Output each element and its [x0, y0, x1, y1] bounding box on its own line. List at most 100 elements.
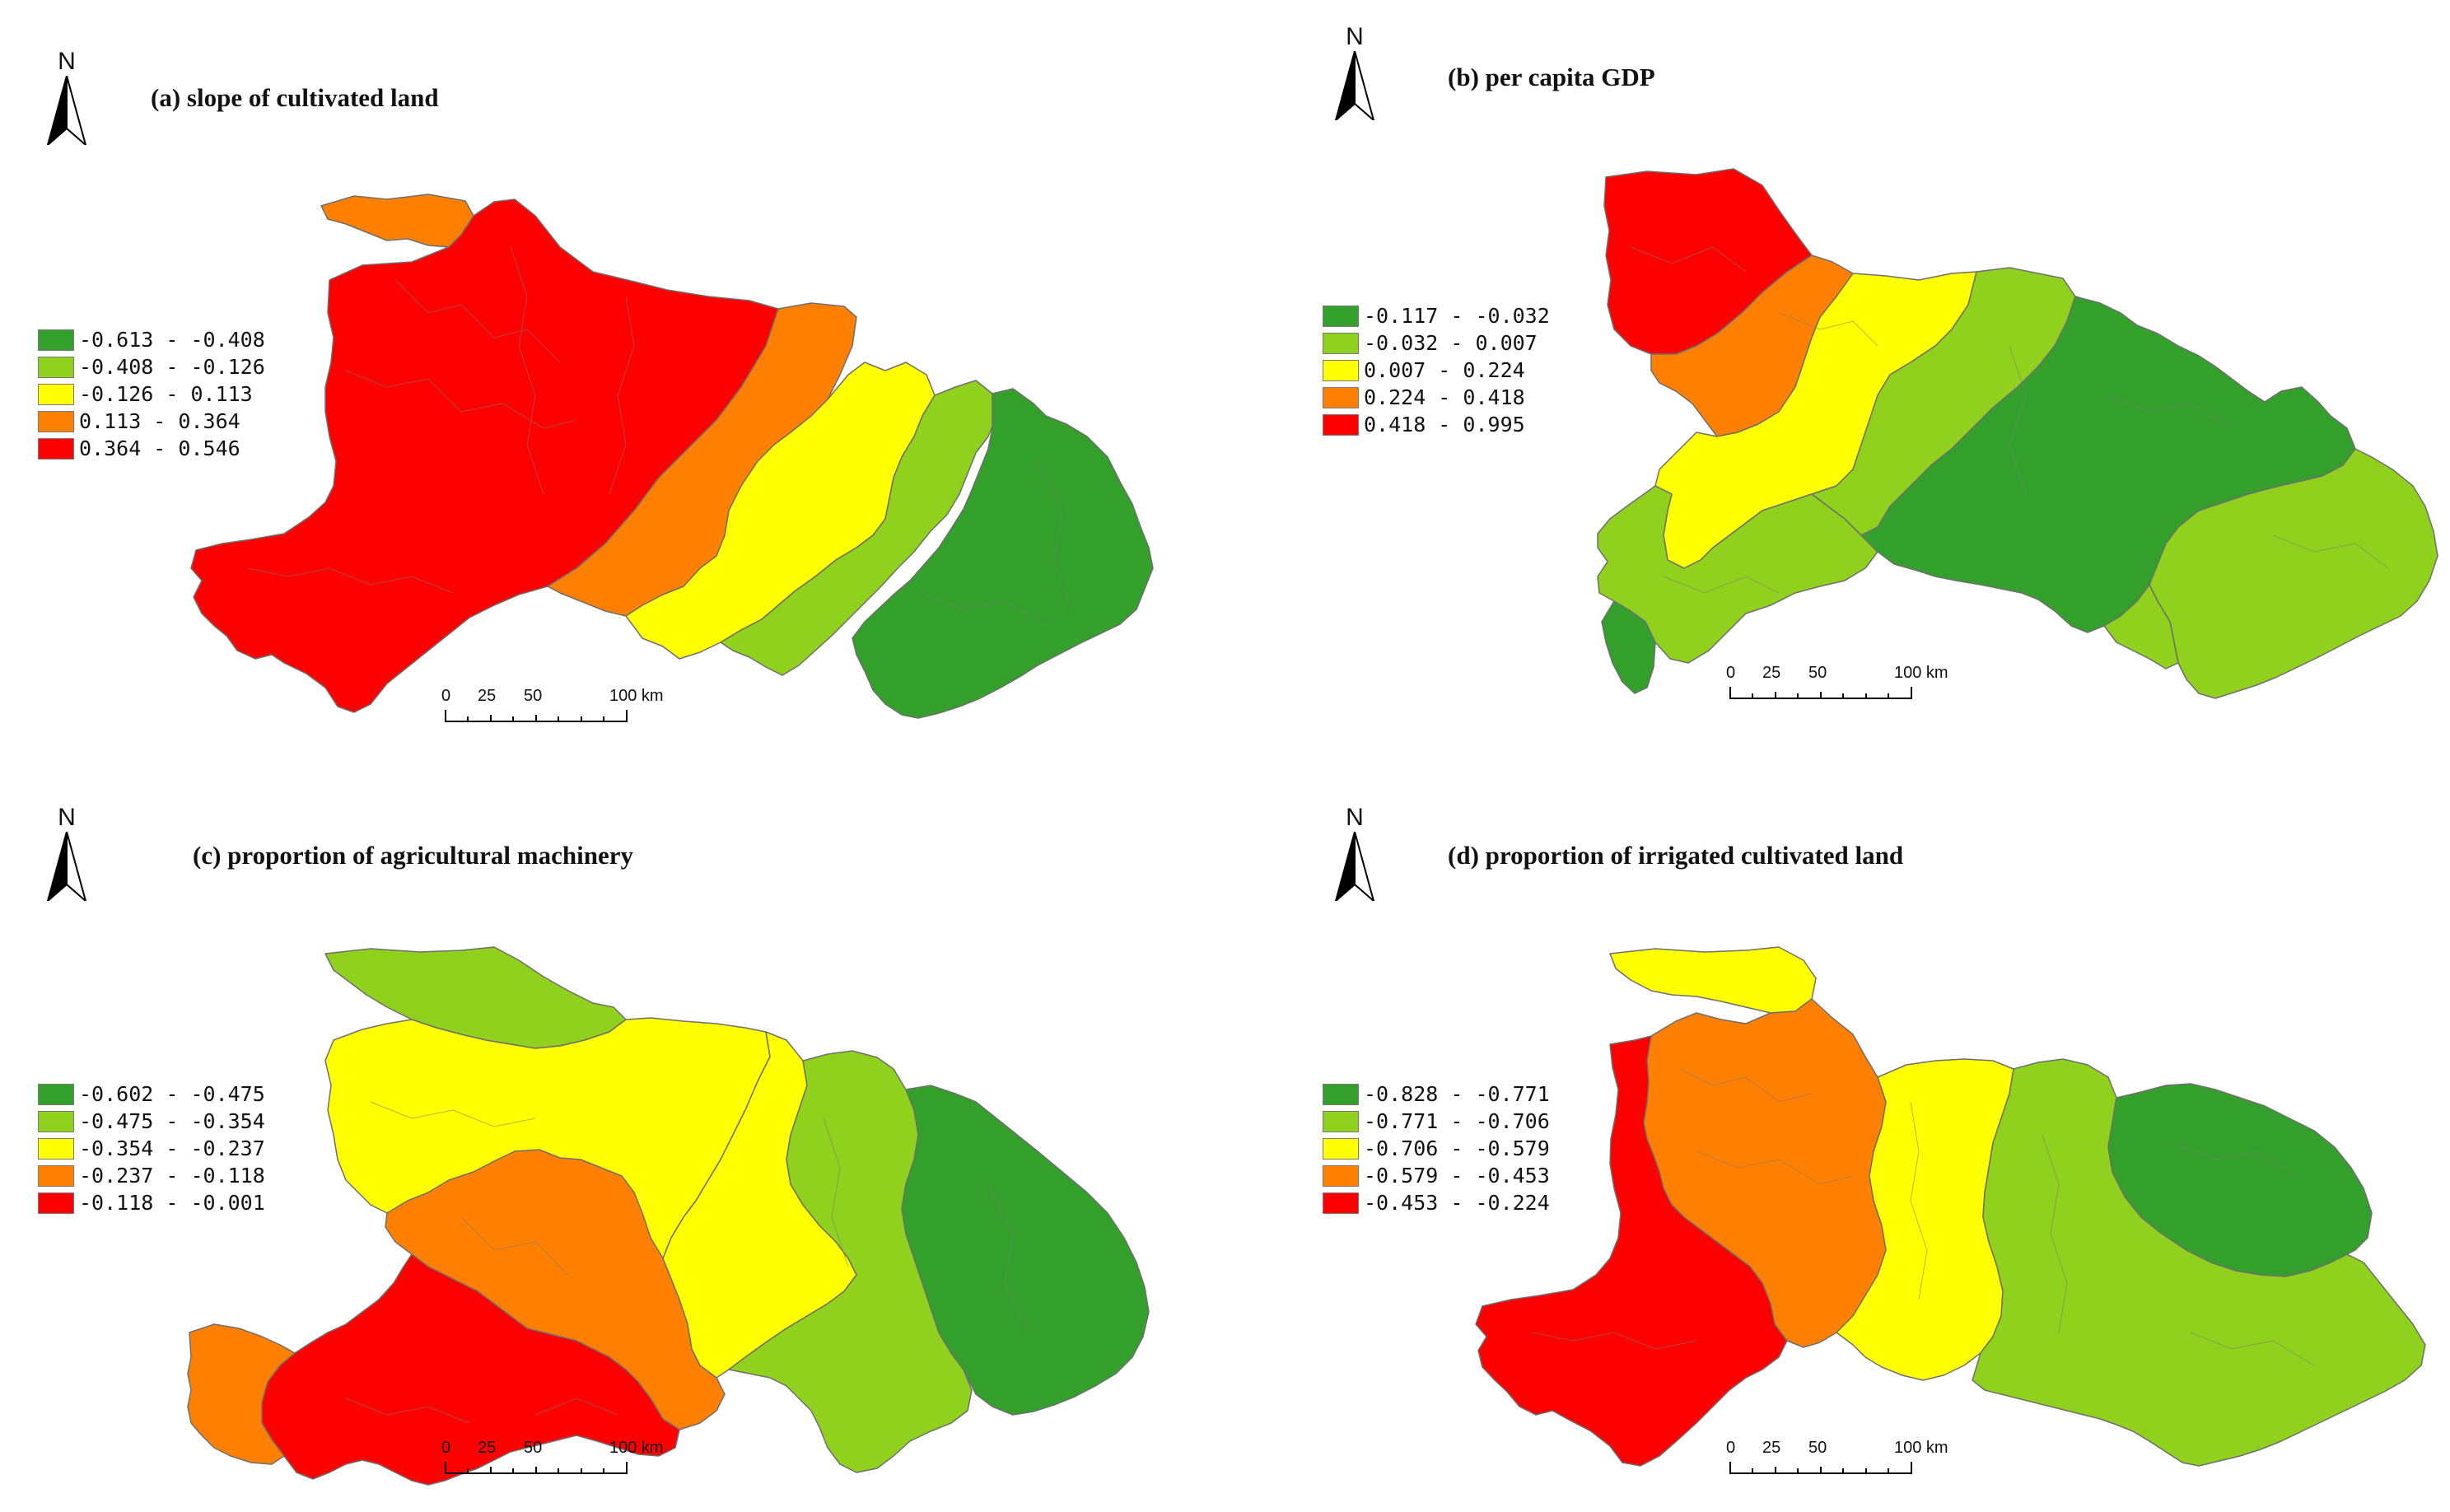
legend-label: 0.007 - 0.224	[1364, 358, 1525, 382]
legend-swatch	[1323, 332, 1359, 354]
choropleth-map-b	[1597, 168, 2438, 699]
map-region	[2107, 1083, 2373, 1277]
panel-title: (c) proportion of agricultural machinery	[193, 841, 633, 870]
scale-tick-label: 100 km	[1894, 664, 1948, 682]
map-region	[1601, 600, 1656, 694]
legend-label: -0.354 - -0.237	[79, 1136, 265, 1160]
legend-swatch	[38, 1137, 74, 1160]
north-arrow: N	[1326, 804, 1384, 903]
legend-swatch	[38, 1164, 74, 1187]
scale-tick-label: 25	[478, 687, 497, 705]
legend-label: -0.475 - -0.354	[79, 1109, 265, 1133]
legend: -0.117 - -0.032 -0.032 - 0.007 0.007 - 0…	[1323, 302, 1550, 438]
legend-swatch	[1323, 1110, 1359, 1132]
legend-item: -0.118 - -0.001	[38, 1189, 265, 1216]
north-arrow: N	[38, 48, 96, 147]
scale-tick-label: 0	[441, 687, 451, 705]
legend-label: 0.364 - 0.546	[79, 436, 240, 460]
north-arrow-icon	[46, 832, 87, 901]
choropleth-map-d	[1475, 946, 2426, 1467]
legend-item: -0.453 - -0.224	[1323, 1189, 1550, 1216]
north-label: N	[1346, 804, 1364, 831]
legend-item: -0.706 - -0.579	[1323, 1135, 1550, 1162]
scale-tick-label: 0	[1726, 664, 1736, 682]
legend: -0.613 - -0.408 -0.408 - -0.126 -0.126 -…	[38, 326, 265, 462]
north-label: N	[1346, 23, 1364, 50]
north-arrow-icon	[1334, 832, 1375, 901]
map-region	[2103, 584, 2179, 670]
north-arrow: N	[1326, 23, 1384, 122]
legend-label: 0.224 - 0.418	[1364, 385, 1525, 409]
legend-swatch	[38, 383, 74, 405]
legend-label: -0.706 - -0.579	[1364, 1136, 1550, 1160]
scale-bar: 0 25 50 100 km	[1726, 1439, 1948, 1480]
legend-item: -0.032 - 0.007	[1323, 329, 1550, 357]
scale-tick-label: 0	[441, 1439, 451, 1457]
legend-swatch	[38, 410, 74, 432]
panel-title: (b) per capita GDP	[1448, 63, 1655, 91]
legend-item: 0.007 - 0.224	[1323, 357, 1550, 384]
legend-label: -0.828 - -0.771	[1364, 1082, 1550, 1106]
scale-tick-label: 100 km	[1894, 1439, 1948, 1457]
scale-tick-label: 25	[478, 1439, 497, 1457]
legend-swatch	[1323, 359, 1359, 381]
legend-swatch	[1323, 305, 1359, 327]
scale-tick-label: 100 km	[609, 1439, 664, 1457]
legend-swatch	[38, 1192, 74, 1214]
legend-label: -0.602 - -0.475	[79, 1082, 265, 1106]
legend-item: -0.613 - -0.408	[38, 326, 265, 353]
legend-item: -0.828 - -0.771	[1323, 1080, 1550, 1108]
map-region	[1597, 485, 1878, 664]
legend: -0.828 - -0.771 -0.771 - -0.706 -0.706 -…	[1323, 1080, 1550, 1216]
scale-tick-label: 25	[1762, 1439, 1781, 1457]
scale-bar: 0 25 50 100 km	[1726, 664, 1948, 705]
north-arrow: N	[38, 804, 96, 903]
north-label: N	[58, 48, 76, 75]
legend-swatch	[38, 356, 74, 378]
scale-tick-label: 50	[1808, 1439, 1827, 1457]
legend-item: 0.224 - 0.418	[1323, 384, 1550, 411]
panel-title: (d) proportion of irrigated cultivated l…	[1448, 841, 1904, 870]
legend-label: -0.117 - -0.032	[1364, 304, 1550, 328]
legend-item: -0.354 - -0.237	[38, 1135, 265, 1162]
scale-tick-label: 50	[524, 687, 543, 705]
legend-swatch	[1323, 386, 1359, 408]
map-region	[1609, 946, 1817, 1014]
map-region	[901, 1085, 1150, 1416]
scale-bar: 0 25 50 100 km	[441, 1439, 664, 1480]
legend-label: 0.418 - 0.995	[1364, 413, 1525, 436]
map-panel-b: (b) per capita GDP N -0.117 - -0.032 -0.…	[1285, 0, 2450, 756]
map-region	[187, 1323, 296, 1465]
legend-label: -0.613 - -0.408	[79, 328, 265, 352]
north-label: N	[58, 804, 76, 831]
legend-label: -0.237 - -0.118	[79, 1164, 265, 1188]
map-panel-a: (a) slope of cultivated land N -0.613 - …	[0, 0, 1225, 756]
legend-item: -0.475 - -0.354	[38, 1108, 265, 1135]
scale-tick-label: 25	[1762, 664, 1781, 682]
legend-item: -0.579 - -0.453	[1323, 1162, 1550, 1189]
legend-item: -0.237 - -0.118	[38, 1162, 265, 1189]
legend-swatch	[1323, 1164, 1359, 1187]
legend-item: 0.113 - 0.364	[38, 408, 265, 435]
panel-title: (a) slope of cultivated land	[151, 83, 439, 112]
legend-swatch	[1323, 413, 1359, 436]
legend-label: -0.126 - 0.113	[79, 382, 253, 406]
map-region	[852, 388, 1154, 719]
legend-swatch	[1323, 1083, 1359, 1105]
legend-label: -0.771 - -0.706	[1364, 1109, 1550, 1133]
scale-bar-graphic	[1729, 1462, 1912, 1474]
scale-tick-label: 0	[1726, 1439, 1736, 1457]
legend-label: -0.579 - -0.453	[1364, 1164, 1550, 1188]
scale-bar-graphic	[1729, 687, 1912, 699]
legend-swatch	[38, 329, 74, 351]
scale-tick-label: 100 km	[609, 687, 664, 705]
legend-label: 0.113 - 0.364	[79, 409, 240, 433]
scale-tick-label: 50	[1808, 664, 1827, 682]
legend-item: -0.771 - -0.706	[1323, 1108, 1550, 1135]
scale-bar-graphic	[445, 1462, 628, 1474]
legend-label: -0.032 - 0.007	[1364, 331, 1538, 355]
legend-label: -0.118 - -0.001	[79, 1191, 265, 1215]
legend-item: -0.126 - 0.113	[38, 380, 265, 408]
scale-bar: 0 25 50 100 km	[441, 687, 664, 728]
legend-swatch	[38, 437, 74, 460]
